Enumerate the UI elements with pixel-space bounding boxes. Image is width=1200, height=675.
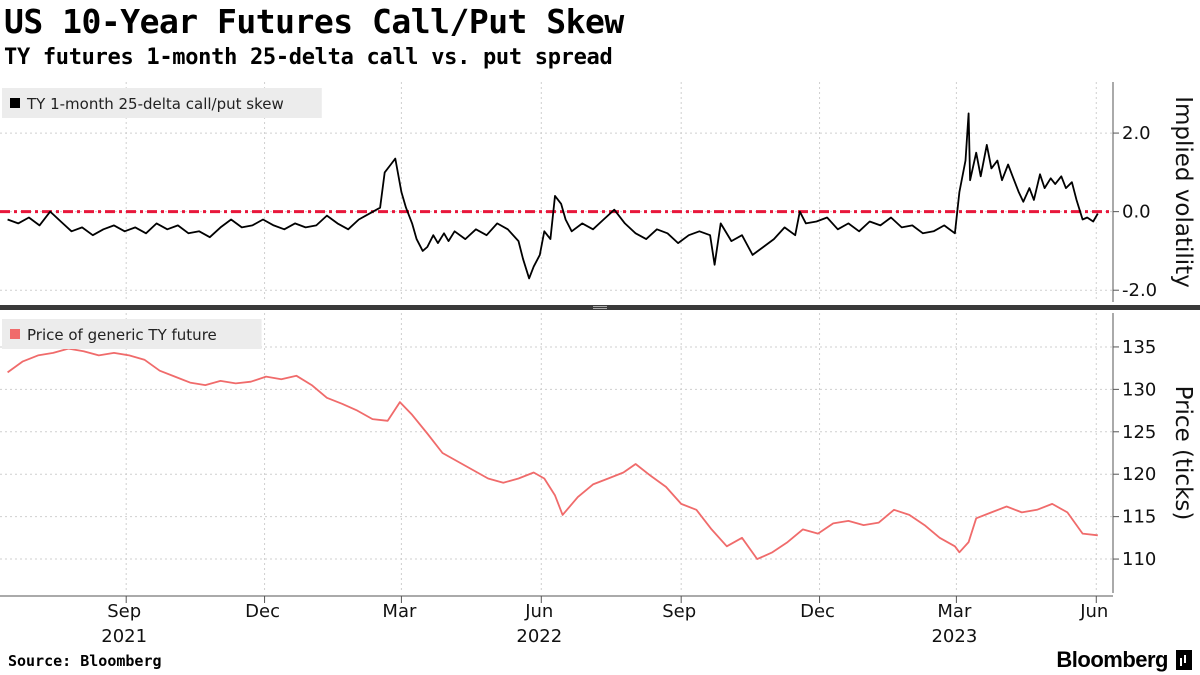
legend-swatch	[10, 329, 20, 339]
x-tick-label: Jun	[1079, 601, 1108, 622]
x-year-label: 2021	[101, 626, 147, 647]
legend-background	[2, 88, 322, 118]
y-tick-label: 135	[1122, 337, 1156, 358]
legend-label: TY 1-month 25-delta call/put skew	[26, 95, 284, 113]
series-line	[7, 347, 1098, 560]
y-tick-label: 130	[1122, 379, 1156, 400]
y-tick-label: 125	[1122, 422, 1156, 443]
legend-background	[2, 319, 262, 349]
y-tick-label: 2.0	[1122, 123, 1151, 144]
y-tick-label: -2.0	[1122, 280, 1157, 301]
y-tick-label: 115	[1122, 507, 1156, 528]
x-year-label: 2022	[516, 626, 562, 647]
x-tick-label: Dec	[245, 601, 280, 622]
panel-separator	[0, 305, 1200, 310]
chart-subtitle: TY futures 1-month 25-delta call vs. put…	[4, 45, 613, 70]
bloomberg-terminal-icon	[1176, 650, 1192, 670]
x-tick-label: Jun	[524, 601, 553, 622]
x-tick-label: Sep	[107, 601, 141, 622]
series-line	[7, 112, 1099, 280]
x-year-label: 2023	[931, 626, 977, 647]
y-tick-label: 0.0	[1122, 202, 1151, 223]
y-tick-label: 110	[1122, 549, 1156, 570]
price-panel: 135 130 125 120 115 110 Price (ticks) Price of …	[0, 313, 1196, 593]
legend: TY 1-month 25-delta call/put skew	[2, 88, 322, 118]
y-tick-label: 120	[1122, 464, 1156, 485]
x-tick-label: Dec	[800, 601, 835, 622]
y-axis-title: Implied volatility	[1170, 96, 1196, 288]
source-note: Source: Bloomberg	[8, 652, 162, 670]
x-tick-label: Mar	[382, 601, 417, 622]
brand-name: Bloomberg	[1056, 647, 1168, 672]
legend-label: Price of generic TY future	[27, 326, 217, 344]
bloomberg-logo: Bloomberg	[1056, 647, 1192, 673]
chart-title: US 10-Year Futures Call/Put Skew	[4, 2, 624, 41]
x-axis: Sep 2021 Dec Mar Jun 2022 Sep Dec Mar 2023 Jun	[0, 595, 1113, 647]
skew-panel: 2.0 0.0 -2.0 Implied volatility TY 1-month 2…	[0, 82, 1196, 302]
x-tick-label: Mar	[937, 601, 972, 622]
y-axis-title: Price (ticks)	[1170, 386, 1196, 521]
legend: Price of generic TY future	[2, 319, 262, 349]
x-tick-label: Sep	[662, 601, 696, 622]
legend-swatch	[10, 98, 20, 108]
